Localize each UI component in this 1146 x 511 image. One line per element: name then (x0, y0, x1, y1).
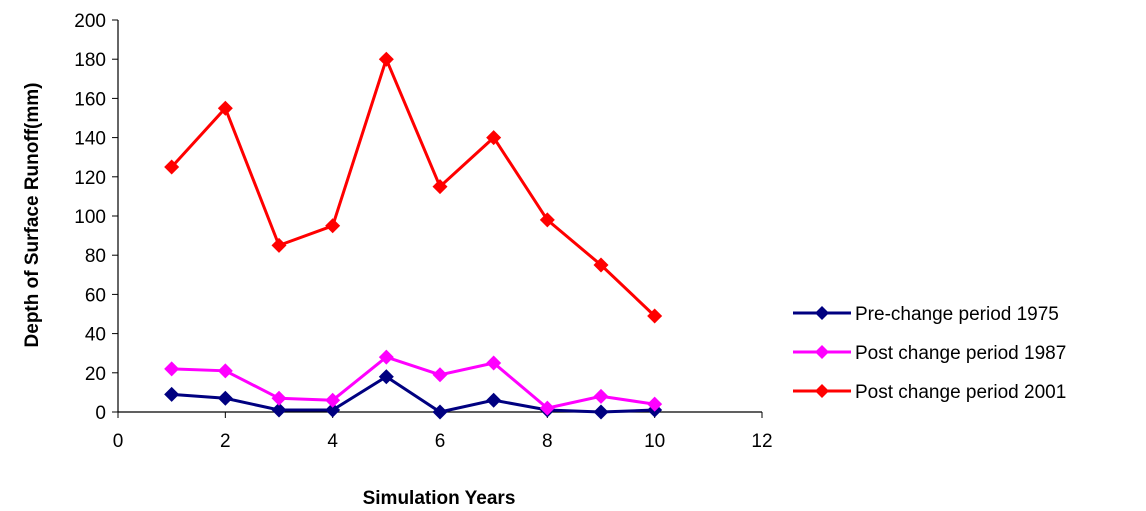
series-line-2 (171, 355, 655, 410)
y-tick-label: 60 (85, 285, 106, 306)
x-tick-label: 4 (327, 431, 338, 452)
y-tick-label: 160 (74, 89, 106, 110)
series-1-point (432, 404, 448, 420)
series-1-point (164, 386, 180, 402)
series-2-point (432, 367, 448, 383)
y-tick-label: 40 (85, 325, 106, 346)
x-axis-title: Simulation Years (363, 488, 516, 509)
series-1-point (486, 392, 502, 408)
series-1-point (593, 404, 609, 420)
series-1-point (271, 402, 287, 418)
series-1-point (325, 402, 341, 418)
plot-area: 0 20 40 60 80 100 120 140 160 180 200 0 2 4 6 8 10 12 (74, 11, 772, 452)
series-2-point (271, 390, 287, 406)
series-3-point (217, 100, 233, 116)
series-2-point (539, 400, 555, 416)
series-2-point (593, 388, 609, 404)
series-3-point (378, 51, 394, 67)
series-2-point (486, 355, 502, 371)
x-tick-label: 6 (435, 431, 446, 452)
series-3-point (432, 179, 448, 195)
y-tick-label: 200 (74, 11, 106, 32)
legend: Pre-change period 1975 Post change period… (793, 304, 1066, 403)
series-2-point (217, 363, 233, 379)
series-1-point (217, 390, 233, 406)
series-line-3 (170, 54, 656, 318)
legend-label-1: Pre-change period 1975 (855, 304, 1059, 325)
series-line-1 (171, 374, 655, 414)
series-3-point (647, 308, 663, 324)
legend-marker-2 (815, 345, 829, 359)
series-2-point (164, 361, 180, 377)
legend-marker-1 (815, 306, 829, 320)
series-2-point (378, 349, 394, 365)
legend-marker-3 (815, 384, 829, 398)
series-3-point (539, 212, 555, 228)
y-tick-label: 0 (95, 403, 106, 424)
series-3-point (593, 257, 609, 273)
series-3-point (325, 218, 341, 234)
y-tick-label: 80 (85, 246, 106, 267)
x-tick-label: 10 (644, 431, 665, 452)
y-tick-label: 100 (74, 207, 106, 228)
series-3-point (164, 159, 180, 175)
y-tick-label: 140 (74, 129, 106, 150)
y-tick-label: 20 (85, 364, 106, 385)
series-3-point (486, 130, 502, 146)
x-tick-label: 12 (751, 431, 772, 452)
x-tick-label: 0 (113, 431, 124, 452)
x-tick-label: 8 (542, 431, 553, 452)
x-tick-label: 2 (220, 431, 231, 452)
y-tick-label: 120 (74, 168, 106, 189)
series-2-point (325, 392, 341, 408)
y-axis-title: Depth of Surface Runoff(mm) (22, 83, 43, 348)
series-3-point (271, 237, 287, 253)
series-2-point (647, 396, 663, 412)
legend-label-3: Post change period 2001 (855, 382, 1066, 403)
y-tick-label: 180 (74, 50, 106, 71)
series-1-point (378, 369, 394, 385)
legend-label-2: Post change period 1987 (855, 343, 1066, 364)
